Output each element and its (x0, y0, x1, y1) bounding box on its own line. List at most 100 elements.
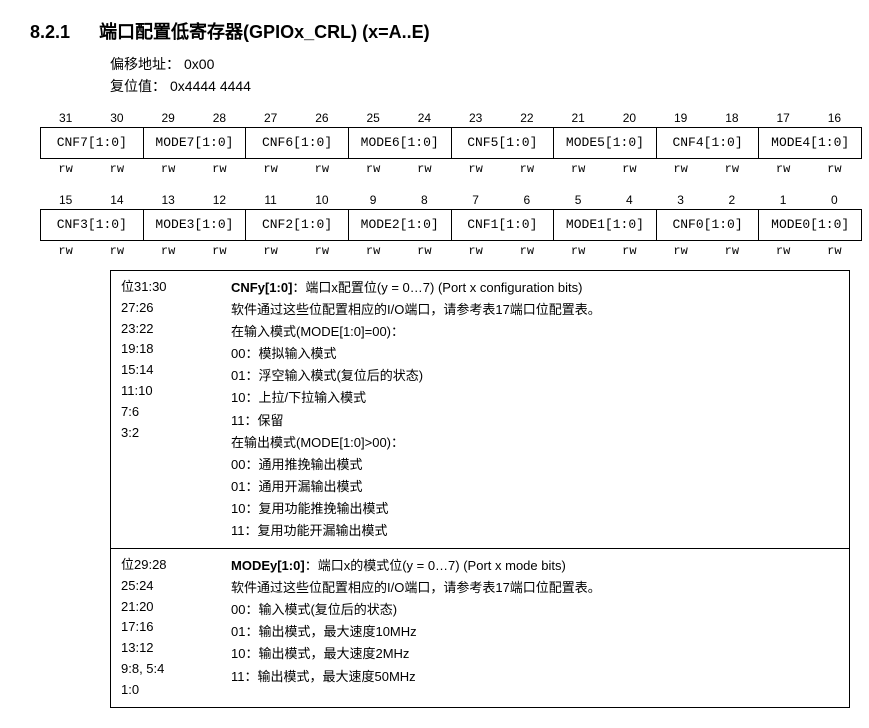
bit-number: 26 (296, 110, 347, 127)
rw-row: rw rw rw rw rw rw rw rw rw rw rw rw rw r… (40, 159, 860, 178)
rw-cell: rw (91, 159, 142, 178)
field-suffix: ：端口x的模式位(y = 0…7) (Port x mode bits) (305, 558, 566, 573)
bit-range: 1:0 (121, 680, 211, 701)
bit-range: 19:18 (121, 339, 211, 360)
bit-field: CNF2[1:0] (246, 210, 349, 240)
desc-line: 01：输出模式，最大速度10MHz (231, 621, 839, 643)
bit-range: 13:12 (121, 638, 211, 659)
bit-range: 7:6 (121, 402, 211, 423)
rw-cell: rw (245, 241, 296, 260)
bit-field: CNF4[1:0] (657, 128, 760, 158)
bit-number: 28 (194, 110, 245, 127)
desc-line: 11：复用功能开漏输出模式 (231, 520, 839, 542)
bit-field-row: CNF3[1:0] MODE3[1:0] CNF2[1:0] MODE2[1:0… (40, 209, 862, 241)
bit-range: 25:24 (121, 576, 211, 597)
bit-number: 7 (450, 192, 501, 209)
bit-number: 11 (245, 192, 296, 209)
rw-cell: rw (809, 159, 860, 178)
bit-number: 2 (706, 192, 757, 209)
desc-line: 00：输入模式(复位后的状态) (231, 599, 839, 621)
bit-range: 23:22 (121, 319, 211, 340)
desc-line: 软件通过这些位配置相应的I/O端口，请参考表17端口位配置表。 (231, 299, 839, 321)
rw-cell: rw (655, 159, 706, 178)
rw-cell: rw (655, 241, 706, 260)
bit-number: 31 (40, 110, 91, 127)
bit-range: 27:26 (121, 298, 211, 319)
bit-number: 22 (501, 110, 552, 127)
bit-number: 20 (604, 110, 655, 127)
description-cell: CNFy[1:0]：端口x配置位(y = 0…7) (Port x config… (221, 270, 850, 548)
desc-line: 软件通过这些位配置相应的I/O端口，请参考表17端口位配置表。 (231, 577, 839, 599)
bit-number: 0 (809, 192, 860, 209)
desc-line: 00：通用推挽输出模式 (231, 454, 839, 476)
bit-number: 16 (809, 110, 860, 127)
bit-number: 18 (706, 110, 757, 127)
section-heading: 8.2.1 端口配置低寄存器(GPIOx_CRL) (x=A..E) (30, 20, 839, 45)
rw-cell: rw (296, 241, 347, 260)
rw-cell: rw (40, 241, 91, 260)
bitmap-high: 31 30 29 28 27 26 25 24 23 22 21 20 19 1… (30, 110, 839, 178)
bit-field: CNF6[1:0] (246, 128, 349, 158)
reset-line: 复位值：0x4444 4444 (110, 77, 839, 97)
rw-cell: rw (143, 241, 194, 260)
rw-cell: rw (604, 159, 655, 178)
bit-number: 14 (91, 192, 142, 209)
bit-number: 10 (296, 192, 347, 209)
rw-cell: rw (706, 159, 757, 178)
rw-row: rw rw rw rw rw rw rw rw rw rw rw rw rw r… (40, 241, 860, 260)
reset-label: 复位值： (110, 78, 166, 94)
bit-range: 11:10 (121, 381, 211, 402)
bit-field: MODE1[1:0] (554, 210, 657, 240)
bit-number: 1 (758, 192, 809, 209)
section-number: 8.2.1 (30, 20, 70, 45)
bit-field: MODE0[1:0] (759, 210, 861, 240)
rw-cell: rw (450, 159, 501, 178)
bit-number: 15 (40, 192, 91, 209)
rw-cell: rw (758, 241, 809, 260)
rw-cell: rw (348, 241, 399, 260)
bit-number: 6 (501, 192, 552, 209)
bit-number: 21 (553, 110, 604, 127)
bit-number-row: 15 14 13 12 11 10 9 8 7 6 5 4 3 2 1 0 (40, 192, 860, 209)
rw-cell: rw (40, 159, 91, 178)
offset-label: 偏移地址： (110, 56, 180, 72)
bit-field-row: CNF7[1:0] MODE7[1:0] CNF6[1:0] MODE6[1:0… (40, 127, 862, 159)
bit-range-cell: 位31:30 27:26 23:22 19:18 15:14 11:10 7:6… (111, 270, 222, 548)
bit-field: MODE4[1:0] (759, 128, 861, 158)
bit-number: 4 (604, 192, 655, 209)
bit-range: 位29:28 (121, 555, 211, 576)
rw-cell: rw (706, 241, 757, 260)
rw-cell: rw (194, 159, 245, 178)
bit-number: 24 (399, 110, 450, 127)
bit-field: MODE5[1:0] (554, 128, 657, 158)
bitmap-low: 15 14 13 12 11 10 9 8 7 6 5 4 3 2 1 0 CN… (30, 192, 839, 260)
rw-cell: rw (553, 159, 604, 178)
bit-number: 9 (348, 192, 399, 209)
rw-cell: rw (809, 241, 860, 260)
description-cell: MODEy[1:0]：端口x的模式位(y = 0…7) (Port x mode… (221, 549, 850, 708)
bit-field: MODE6[1:0] (349, 128, 452, 158)
offset-line: 偏移地址：0x00 (110, 55, 839, 75)
bit-range: 3:2 (121, 423, 211, 444)
bit-range: 21:20 (121, 597, 211, 618)
desc-line: 10：输出模式，最大速度2MHz (231, 643, 839, 665)
field-name: CNFy[1:0] (231, 280, 292, 295)
bit-number: 19 (655, 110, 706, 127)
rw-cell: rw (553, 241, 604, 260)
bit-number: 5 (553, 192, 604, 209)
bit-number: 23 (450, 110, 501, 127)
rw-cell: rw (143, 159, 194, 178)
bit-field: CNF7[1:0] (41, 128, 144, 158)
bit-number: 17 (758, 110, 809, 127)
reset-value: 0x4444 4444 (170, 78, 251, 94)
desc-line: 11：保留 (231, 410, 839, 432)
rw-cell: rw (399, 241, 450, 260)
rw-cell: rw (501, 241, 552, 260)
field-title: CNFy[1:0]：端口x配置位(y = 0…7) (Port x config… (231, 277, 839, 299)
bit-field: MODE7[1:0] (144, 128, 247, 158)
field-name: MODEy[1:0] (231, 558, 305, 573)
field-suffix: ：端口x配置位(y = 0…7) (Port x configuration b… (292, 280, 582, 295)
offset-value: 0x00 (184, 56, 214, 72)
bit-field: CNF5[1:0] (452, 128, 555, 158)
bit-field: MODE3[1:0] (144, 210, 247, 240)
